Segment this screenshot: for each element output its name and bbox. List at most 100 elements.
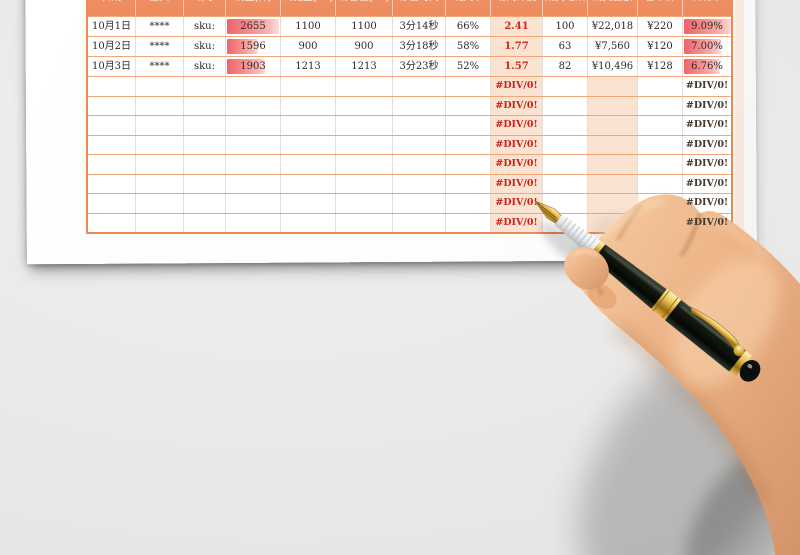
cell: #DIV/0!	[490, 213, 542, 232]
cell	[225, 135, 280, 154]
table-row-empty: #DIV/0! #DIV/0!	[88, 154, 731, 174]
table-row-empty: #DIV/0! #DIV/0!	[88, 76, 731, 96]
cell	[445, 77, 490, 96]
cell	[135, 96, 183, 115]
cell	[587, 135, 637, 154]
cell: sku:	[183, 37, 225, 56]
cell: #DIV/0!	[490, 155, 542, 174]
table-row: 10月2日 **** sku: 1596 900 900 3分18秒 58% 1.77 63 ¥7,…	[88, 36, 731, 56]
cell	[445, 155, 490, 174]
cell: 6.76%	[682, 57, 731, 76]
cell	[225, 116, 280, 135]
cell	[335, 174, 392, 193]
cell: #DIV/0!	[682, 77, 731, 96]
cell: 1100	[280, 17, 335, 36]
cell	[183, 116, 225, 135]
cell	[637, 96, 682, 115]
cell	[392, 77, 445, 96]
cell: ¥220	[637, 17, 682, 36]
cell: ¥120	[637, 37, 682, 56]
cell: #DIV/0!	[682, 116, 731, 135]
cell: 9.09%	[682, 17, 731, 36]
cell	[280, 77, 335, 96]
cell: 10月1日	[91, 21, 132, 32]
cell	[335, 135, 392, 154]
cell	[587, 174, 637, 193]
cell	[183, 135, 225, 154]
cell: ¥7,560	[587, 37, 637, 56]
cell: 7.00%	[682, 37, 731, 56]
cell: 63	[542, 37, 587, 56]
cell	[335, 194, 392, 213]
cell	[183, 174, 225, 193]
table-row-empty: #DIV/0! #DIV/0!	[88, 115, 731, 135]
cell	[335, 116, 392, 135]
cell	[225, 174, 280, 193]
cell	[542, 116, 587, 135]
cell	[392, 174, 445, 193]
cell	[135, 174, 183, 193]
column-header: 跳失率	[445, 0, 490, 16]
cell	[183, 194, 225, 213]
cell	[225, 194, 280, 213]
cell	[88, 77, 135, 96]
cell	[587, 116, 637, 135]
cell: 66%	[445, 17, 490, 36]
cell	[280, 135, 335, 154]
cell: #DIV/0!	[490, 116, 542, 135]
cell	[280, 174, 335, 193]
cell	[637, 135, 682, 154]
table-row-empty: #DIV/0! #DIV/0!	[88, 95, 731, 115]
cell: #DIV/0!	[682, 155, 731, 174]
cell	[225, 77, 280, 96]
column-header: 转化率	[682, 0, 731, 16]
column-header: 访问深度	[490, 0, 542, 16]
cell: 900	[280, 37, 335, 56]
table-row-empty: #DIV/0! #DIV/0!	[88, 173, 731, 194]
cell	[280, 96, 335, 115]
column-header: 宝贝	[135, 0, 183, 16]
cell	[280, 194, 335, 213]
cell	[392, 96, 445, 115]
cell	[445, 116, 490, 135]
cell: 100	[542, 17, 587, 36]
cell: sku:	[183, 17, 225, 36]
cell	[280, 213, 335, 232]
cell: sku:	[183, 57, 225, 76]
cell: ¥22,018	[587, 17, 637, 36]
cell: ****	[135, 57, 183, 76]
cell	[135, 116, 183, 135]
cell: 1903	[225, 57, 280, 76]
cell: 1596	[225, 37, 280, 56]
hand-holding-pen-illustration	[534, 194, 800, 555]
index-fingertip	[564, 246, 609, 290]
cell	[135, 194, 183, 213]
cell	[542, 77, 587, 96]
cell	[392, 213, 445, 232]
column-header: 停留时间	[392, 0, 445, 16]
cell	[542, 155, 587, 174]
cell	[88, 155, 135, 174]
cell	[587, 77, 637, 96]
cell: 3分18秒	[392, 37, 445, 56]
column-header: 编号	[183, 0, 225, 16]
cell	[445, 194, 490, 213]
table-row: 10月3日 **** sku: 1903 1213 1213 3分23秒 52% 1.57 82 ¥…	[88, 56, 731, 76]
table-row-empty: #DIV/0! #DIV/0!	[88, 134, 731, 154]
cell	[88, 175, 135, 194]
column-header: 销量(件)	[225, 0, 280, 16]
cell	[392, 135, 445, 154]
cell: #DIV/0!	[682, 96, 731, 115]
cell: #DIV/0!	[490, 174, 542, 193]
table-header-row: 日期宝贝编号销量(件)浏览量(PV)访客值(UV)停留时间跳失率访问深度成交笔数…	[88, 0, 731, 16]
cell: 1213	[335, 57, 392, 76]
table-row: 10月1日 **** sku: 2655 1100 1100 3分14秒 66% 2.41 100…	[88, 16, 731, 36]
cell	[637, 174, 682, 193]
cell	[445, 96, 490, 115]
cell: ****	[135, 37, 183, 56]
cell: 1213	[280, 57, 335, 76]
column-header: 访客值(UV)	[335, 0, 392, 16]
cell: #DIV/0!	[682, 135, 731, 154]
cell	[280, 155, 335, 174]
